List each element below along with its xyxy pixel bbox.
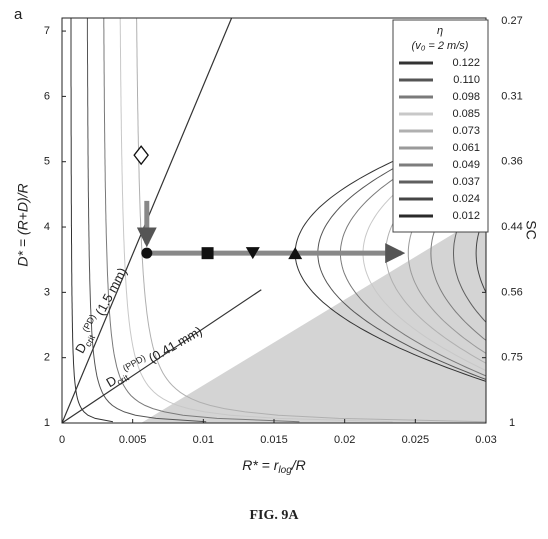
- contour-line: [317, 126, 486, 380]
- legend-label: 0.037: [452, 176, 480, 188]
- y2-tick-label: 0.27: [501, 15, 522, 27]
- legend-label: 0.024: [452, 193, 480, 205]
- x-tick-label: 0.005: [119, 434, 147, 446]
- shaded-region: [141, 213, 486, 423]
- y-tick-label: 2: [44, 352, 50, 364]
- x-tick-label: 0.03: [475, 434, 496, 446]
- y-tick-label: 6: [44, 90, 50, 102]
- line-label-sup: (PPD): [121, 353, 147, 374]
- y-tick-label: 7: [44, 25, 50, 37]
- x-axis-label-sub: log: [278, 465, 292, 476]
- y-tick-label: 4: [44, 221, 50, 233]
- legend-label: 0.049: [452, 159, 480, 171]
- caption: FIG. 9A: [250, 508, 300, 523]
- legend-label: 0.073: [452, 125, 480, 137]
- contour-line: [136, 18, 486, 423]
- x-axis-label-tail: /R: [291, 457, 306, 473]
- x-axis-label-main: R* = r: [242, 457, 280, 473]
- boundary-line: [62, 289, 262, 423]
- contour-line: [362, 135, 486, 372]
- x-tick-label: 0.02: [334, 434, 355, 446]
- x-axis-label: R* = rlog/R: [242, 457, 306, 476]
- y-tick-label: 3: [44, 286, 50, 298]
- y2-tick-label: 0.56: [501, 286, 522, 298]
- legend-label: 0.098: [452, 91, 480, 103]
- marker: [201, 247, 214, 260]
- y2-tick-label: 1: [509, 417, 515, 429]
- legend-subtitle: (v₀ = 2 m/s): [412, 40, 469, 52]
- y-axis-label: D* = (R+D)/R: [15, 183, 31, 266]
- contour-line: [339, 129, 486, 377]
- x-tick-label: 0: [59, 434, 65, 446]
- line-label-sup: (PD): [81, 313, 99, 334]
- y-tick-label: 1: [44, 417, 50, 429]
- line-label-note: (1.5 mm): [93, 265, 131, 318]
- y2-tick-label: 0.75: [501, 352, 522, 364]
- panel-label: a: [14, 6, 23, 23]
- marker: [288, 247, 303, 260]
- contour-line: [103, 18, 300, 423]
- legend-label: 0.061: [452, 142, 480, 154]
- line-label: Dcrit(PPD)(0.41 mm): [103, 322, 206, 393]
- y2-tick-label: 0.31: [501, 90, 522, 102]
- y2-tick-label: 0.44: [501, 221, 522, 233]
- marker: [133, 145, 149, 166]
- contour-line: [119, 18, 393, 423]
- legend-title: η: [437, 25, 443, 37]
- contour-line: [70, 18, 113, 423]
- marker: [245, 247, 260, 260]
- legend-box: [392, 19, 489, 233]
- x-tick-label: 0.015: [260, 434, 288, 446]
- contour-line: [294, 124, 486, 382]
- marker: [141, 247, 153, 259]
- y-tick-label: 5: [44, 156, 50, 168]
- line-label: Dcrit(PD)(1.5 mm): [71, 264, 132, 357]
- x-tick-label: 0.01: [193, 434, 214, 446]
- legend-label: 0.110: [453, 74, 480, 86]
- y2-tick-label: 0.36: [501, 156, 522, 168]
- legend-label: 0.085: [452, 108, 480, 120]
- y2-axis-label: SC: [523, 220, 539, 239]
- legend-label: 0.012: [452, 210, 480, 222]
- contour-line: [86, 18, 207, 423]
- line-label-note: (0.41 mm): [146, 324, 205, 367]
- legend-label: 0.122: [452, 57, 480, 69]
- x-tick-label: 0.025: [402, 434, 430, 446]
